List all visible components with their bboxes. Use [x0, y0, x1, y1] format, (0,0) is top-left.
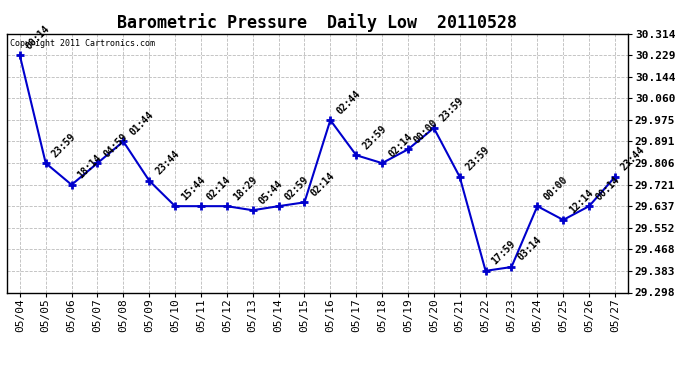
- Text: 02:44: 02:44: [335, 88, 362, 116]
- Text: 02:14: 02:14: [205, 174, 233, 202]
- Text: 18:14: 18:14: [76, 153, 104, 181]
- Text: 03:14: 03:14: [515, 235, 544, 263]
- Text: 04:59: 04:59: [101, 131, 130, 159]
- Text: 12:14: 12:14: [567, 188, 595, 216]
- Text: 23:44: 23:44: [619, 145, 647, 173]
- Text: 00:14: 00:14: [24, 23, 52, 51]
- Text: 17:59: 17:59: [490, 239, 518, 267]
- Text: 23:59: 23:59: [464, 145, 492, 173]
- Text: 00:00: 00:00: [542, 174, 569, 202]
- Text: 01:44: 01:44: [128, 110, 155, 137]
- Text: 23:59: 23:59: [360, 123, 388, 151]
- Title: Barometric Pressure  Daily Low  20110528: Barometric Pressure Daily Low 20110528: [117, 13, 518, 32]
- Text: 23:59: 23:59: [50, 131, 78, 159]
- Text: Copyright 2011 Cartronics.com: Copyright 2011 Cartronics.com: [10, 39, 155, 48]
- Text: 02:59: 02:59: [283, 174, 310, 202]
- Text: 15:44: 15:44: [179, 174, 207, 202]
- Text: 23:44: 23:44: [153, 149, 181, 177]
- Text: 00:14: 00:14: [593, 174, 621, 202]
- Text: 02:14: 02:14: [386, 131, 414, 159]
- Text: 05:44: 05:44: [257, 178, 285, 206]
- Text: 02:14: 02:14: [308, 170, 337, 198]
- Text: 23:59: 23:59: [438, 96, 466, 124]
- Text: 00:00: 00:00: [412, 117, 440, 145]
- Text: 18:29: 18:29: [231, 174, 259, 202]
